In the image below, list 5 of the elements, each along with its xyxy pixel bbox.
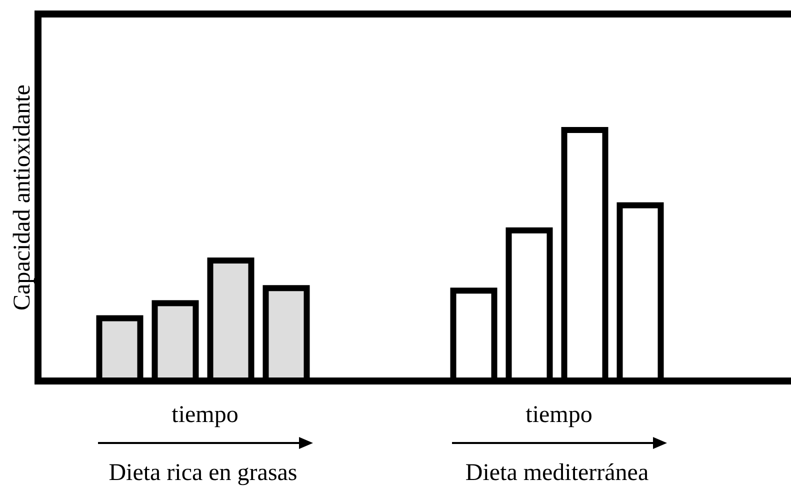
x-tick-label: Dieta rica en grasas [108,460,298,486]
x-tick-label: Dieta mediterránea [465,460,649,486]
text: tiempo [526,402,592,428]
y-axis-title: Capacidad antioxidante [10,84,36,310]
text: tiempo [172,402,238,428]
